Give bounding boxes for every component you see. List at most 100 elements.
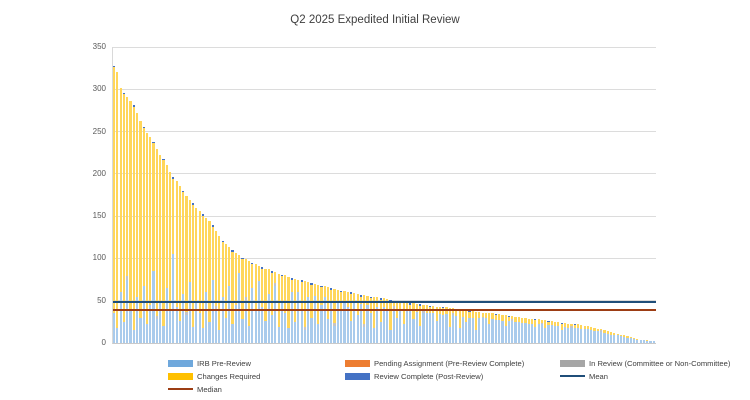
bar-segment-irb-pre-review bbox=[172, 254, 175, 343]
bar-segment-changes-required bbox=[317, 284, 320, 325]
stacked-bar bbox=[188, 200, 191, 343]
bar-segment-in-review-committee-or-non-committee bbox=[274, 282, 277, 287]
bar-segment-changes-required bbox=[224, 244, 228, 318]
bar-segment-irb-pre-review bbox=[573, 327, 576, 343]
bar-segment-changes-required bbox=[465, 310, 468, 322]
stacked-bar bbox=[257, 266, 260, 343]
bar-segment-irb-pre-review bbox=[326, 319, 330, 343]
stacked-bar bbox=[129, 101, 132, 343]
bar-segment-changes-required bbox=[132, 107, 135, 331]
stacked-bar bbox=[126, 96, 129, 343]
bar-segment-irb-pre-review bbox=[284, 313, 287, 343]
bar-segment-irb-pre-review bbox=[270, 315, 274, 343]
stacked-bar bbox=[399, 301, 402, 343]
bar-segment-irb-pre-review bbox=[392, 309, 395, 343]
stacked-bar bbox=[244, 259, 247, 343]
bar-segment-review-complete-post-review bbox=[481, 312, 484, 314]
stacked-bar bbox=[504, 315, 507, 343]
bar-segment-irb-pre-review bbox=[372, 327, 376, 343]
bar-segment-irb-pre-review bbox=[359, 304, 362, 343]
stacked-bar bbox=[629, 337, 632, 343]
stacked-bar bbox=[168, 172, 172, 343]
bar-segment-changes-required bbox=[540, 320, 543, 323]
bar-segment-changes-required bbox=[626, 336, 629, 338]
stacked-bar bbox=[382, 298, 386, 343]
bar-segment-review-complete-post-review bbox=[211, 225, 214, 228]
bar-segment-review-complete-post-review bbox=[241, 257, 244, 260]
bar-segment-changes-required bbox=[632, 337, 636, 339]
bar-segment-irb-pre-review bbox=[231, 324, 234, 343]
bar-segment-changes-required bbox=[616, 333, 619, 336]
bar-segment-review-complete-post-review bbox=[113, 65, 116, 68]
stacked-bar bbox=[290, 277, 293, 343]
bar-segment-irb-pre-review bbox=[244, 300, 247, 343]
bar-segment-irb-pre-review bbox=[336, 300, 339, 343]
stacked-bar bbox=[498, 314, 501, 343]
bar-segment-changes-required bbox=[553, 321, 557, 327]
bar-segment-changes-required bbox=[139, 121, 142, 318]
bar-segment-changes-required bbox=[409, 304, 412, 311]
bar-segment-changes-required bbox=[159, 155, 162, 301]
stacked-bar bbox=[396, 300, 399, 343]
stacked-bar bbox=[359, 294, 362, 343]
stacked-bar bbox=[573, 324, 576, 343]
stacked-bar bbox=[369, 296, 372, 343]
stacked-bar bbox=[600, 329, 603, 343]
bar-segment-in-review-committee-or-non-committee bbox=[244, 297, 247, 301]
bar-segment-changes-required bbox=[481, 313, 484, 317]
stacked-bar bbox=[409, 303, 412, 343]
stacked-bar bbox=[201, 214, 205, 343]
y-tick-label: 100 bbox=[92, 253, 106, 263]
bar-segment-changes-required bbox=[343, 291, 346, 302]
bar-segment-changes-required bbox=[468, 311, 471, 318]
stacked-bar bbox=[294, 278, 297, 343]
stacked-bar bbox=[122, 92, 126, 343]
bar-segment-irb-pre-review bbox=[129, 309, 132, 343]
bar-segment-review-complete-post-review bbox=[547, 321, 550, 322]
stacked-bar bbox=[468, 310, 471, 343]
plot-area bbox=[112, 46, 656, 344]
bar-segment-changes-required bbox=[119, 88, 122, 293]
bar-segment-irb-pre-review bbox=[461, 316, 465, 343]
stacked-bar bbox=[343, 291, 346, 343]
bar-segment-changes-required bbox=[422, 304, 425, 310]
bar-segment-changes-required bbox=[369, 298, 372, 314]
stacked-bar bbox=[445, 307, 448, 343]
bar-segment-in-review-committee-or-non-committee bbox=[570, 326, 573, 328]
bar-segment-changes-required bbox=[563, 322, 567, 327]
stacked-bar bbox=[491, 313, 494, 343]
bar-segment-changes-required bbox=[228, 247, 231, 286]
bar-segment-irb-pre-review bbox=[445, 314, 448, 343]
stacked-bar bbox=[606, 331, 609, 343]
bar-segment-irb-pre-review bbox=[402, 324, 405, 343]
y-tick-label: 300 bbox=[92, 84, 106, 94]
bar-segment-changes-required bbox=[310, 284, 313, 318]
bar-segment-irb-pre-review bbox=[435, 321, 438, 343]
bar-segment-changes-required bbox=[142, 128, 145, 286]
legend-label: IRB Pre-Review bbox=[197, 358, 252, 368]
bar-segment-irb-pre-review bbox=[563, 326, 567, 343]
y-tick-label: 250 bbox=[92, 126, 106, 136]
stacked-bar bbox=[261, 266, 264, 343]
bar-segment-review-complete-post-review bbox=[300, 280, 303, 283]
stacked-bar bbox=[113, 65, 116, 343]
bar-segment-irb-pre-review bbox=[590, 330, 593, 343]
bar-segment-irb-pre-review bbox=[300, 309, 303, 343]
bar-segment-irb-pre-review bbox=[185, 315, 188, 343]
stacked-bar bbox=[376, 297, 379, 343]
bar-segment-review-complete-post-review bbox=[191, 203, 195, 206]
stacked-bar bbox=[455, 309, 458, 343]
bar-segment-irb-pre-review bbox=[136, 296, 139, 343]
stacked-bar bbox=[570, 323, 573, 343]
bar-segment-in-review-committee-or-non-committee bbox=[333, 322, 336, 327]
bar-segment-irb-pre-review bbox=[261, 307, 264, 343]
bar-segment-irb-pre-review bbox=[247, 326, 251, 343]
stacked-bar bbox=[428, 305, 432, 343]
bar-segment-changes-required bbox=[629, 337, 632, 338]
stacked-bar bbox=[527, 318, 530, 343]
gridline bbox=[113, 173, 656, 175]
stacked-bar bbox=[224, 244, 228, 343]
stacked-bar bbox=[642, 339, 646, 343]
bar-segment-changes-required bbox=[349, 293, 353, 322]
gridline bbox=[113, 88, 656, 90]
